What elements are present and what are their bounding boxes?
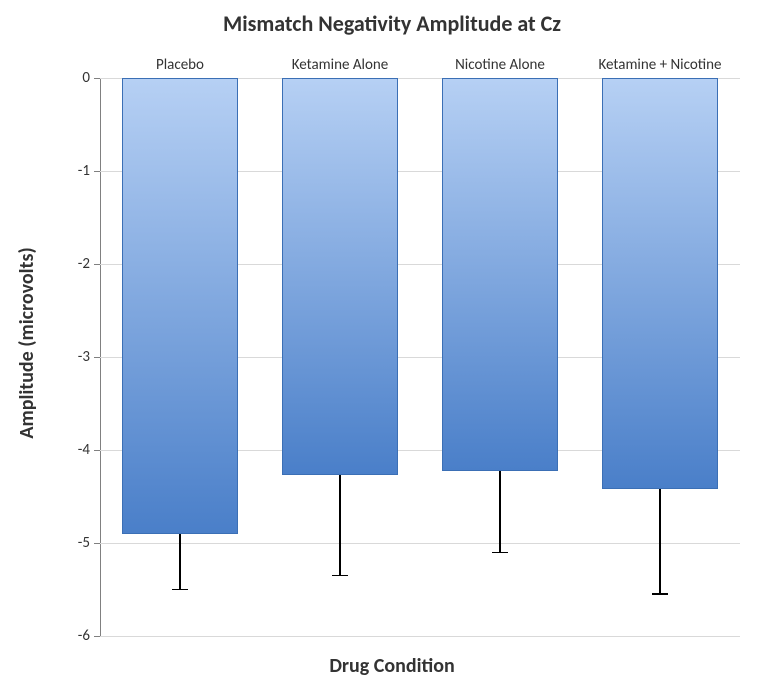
- bar-3: [602, 78, 717, 489]
- y-tick-label: -2: [78, 255, 100, 273]
- bar-group: Ketamine + Nicotine: [602, 78, 717, 636]
- plot-area: Placebo Ketamine Alone Nicotine Alone Ketam…: [100, 78, 740, 636]
- error-bar-cap: [492, 552, 508, 554]
- error-bar-stem: [659, 489, 661, 594]
- error-bar-stem: [499, 471, 501, 552]
- y-tick-label: -1: [78, 162, 100, 180]
- chart-title: Mismatch Negativity Amplitude at Cz: [0, 10, 784, 37]
- bar-0: [122, 78, 237, 534]
- y-tick-label: 0: [82, 69, 100, 87]
- bar-group: Ketamine Alone: [282, 78, 397, 636]
- x-axis-label: Drug Condition: [0, 654, 784, 678]
- y-tick-label: -6: [78, 627, 100, 645]
- category-label: Nicotine Alone: [455, 56, 545, 78]
- error-bar-stem: [179, 534, 181, 590]
- category-label: Ketamine + Nicotine: [599, 56, 722, 78]
- bar-1: [282, 78, 397, 475]
- y-tick-label: -4: [78, 441, 100, 459]
- bar-2: [442, 78, 557, 471]
- y-axis-label: Amplitude (microvolts): [15, 247, 39, 438]
- error-bar-cap: [172, 589, 188, 591]
- bar-group: Placebo: [122, 78, 237, 636]
- y-tick-label: -5: [78, 534, 100, 552]
- gridline: [100, 636, 740, 637]
- error-bar-stem: [339, 475, 341, 575]
- error-bar-cap: [332, 575, 348, 577]
- bar-group: Nicotine Alone: [442, 78, 557, 636]
- category-label: Placebo: [156, 56, 204, 78]
- error-bar-cap: [652, 593, 668, 595]
- chart-container: Mismatch Negativity Amplitude at Cz Ampl…: [0, 0, 784, 686]
- y-tick-label: -3: [78, 348, 100, 366]
- category-label: Ketamine Alone: [292, 56, 388, 78]
- bars-layer: Placebo Ketamine Alone Nicotine Alone Ketam…: [100, 78, 740, 636]
